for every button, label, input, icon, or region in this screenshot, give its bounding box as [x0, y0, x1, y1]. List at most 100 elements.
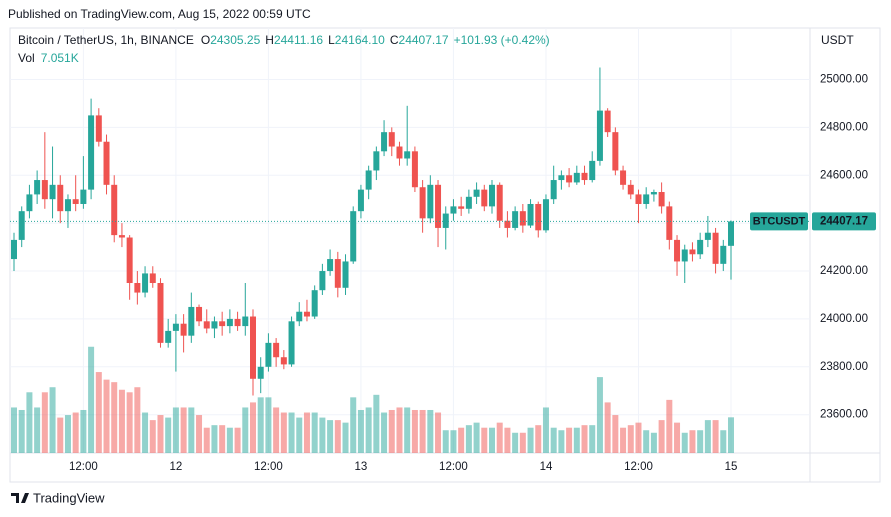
x-tick-label: 12:00 [624, 461, 653, 473]
legend-key: O [201, 33, 210, 47]
y-tick-label: 24800.00 [820, 121, 868, 133]
volume-bar [11, 407, 17, 453]
volume-legend: Vol 7.051K [18, 51, 79, 65]
candle-body [165, 330, 172, 343]
candle-body [303, 311, 310, 317]
candle-body [180, 323, 187, 336]
candle-body [327, 259, 334, 272]
volume-bar [566, 427, 573, 453]
candle-body [250, 316, 256, 379]
volume-bar [604, 402, 611, 453]
candle-body [411, 151, 418, 188]
volume-name: Vol [18, 51, 35, 65]
volume-bar [288, 412, 295, 453]
volume-bar [126, 392, 133, 453]
x-tick-label: 15 [725, 461, 738, 473]
x-tick-label: 14 [540, 461, 553, 473]
volume-bar [419, 409, 426, 453]
brand-name: TradingView [33, 490, 105, 505]
volume-bar [26, 392, 33, 453]
volume-bar [180, 407, 187, 453]
y-tick-label: 24000.00 [820, 313, 868, 325]
volume-bar [303, 412, 310, 453]
candle-body [481, 189, 488, 207]
candle-body [558, 175, 565, 181]
volume-bar [72, 412, 79, 453]
candle-body [604, 110, 611, 133]
y-axis-unit: USDT [821, 33, 854, 47]
volume-bar [219, 425, 226, 453]
candle-body [697, 239, 704, 255]
volume-bar [581, 425, 588, 453]
candle-body [658, 192, 665, 207]
candle-body [319, 271, 326, 291]
volume-bar [57, 417, 64, 453]
candle-body [226, 318, 233, 327]
candle-body [689, 249, 696, 255]
volume-bar [650, 432, 657, 453]
x-tick-label: 12:00 [254, 461, 283, 473]
candle-body [80, 189, 87, 204]
volume-bar [427, 409, 434, 453]
volume-bar [342, 422, 349, 453]
candle-body [512, 211, 519, 228]
candle-body [427, 184, 434, 219]
volume-bar [620, 427, 627, 453]
x-tick-label: 13 [355, 461, 368, 473]
price-tag-label: 24407.17 [820, 215, 868, 227]
volume-bar [396, 407, 403, 453]
candle-body [550, 180, 557, 200]
candle-body [257, 366, 264, 379]
volume-bar [157, 415, 164, 453]
candle-body [142, 273, 149, 293]
candle-body [388, 132, 395, 147]
candle-body [681, 249, 688, 262]
volume-bar [95, 372, 102, 453]
volume-bar [496, 422, 503, 453]
volume-bar [627, 425, 634, 453]
candle-body [203, 321, 210, 329]
candle-body [234, 318, 241, 327]
candle-body [627, 184, 634, 195]
candle-body [211, 321, 218, 329]
volume-bar [535, 425, 542, 453]
volume-bar [666, 399, 673, 453]
price-tag [812, 212, 876, 231]
legend-key: L [328, 33, 335, 47]
x-tick-label: 12:00 [69, 461, 98, 473]
axes: 23600.0023800.0024000.0024200.0024400.00… [69, 74, 868, 474]
candle-body [157, 283, 164, 343]
y-tick-label: 25000.00 [820, 74, 868, 86]
candle-body [450, 206, 457, 214]
volume-bar [681, 432, 688, 453]
volume-bar [196, 415, 203, 453]
candle-body [280, 357, 287, 365]
brand-logo [11, 493, 29, 503]
candle-body [149, 273, 156, 283]
x-tick-label: 12 [170, 461, 183, 473]
candle-body [419, 187, 426, 219]
volume-bar [527, 427, 534, 453]
candle-body [519, 211, 526, 226]
legend-change: +101.93 (+0.42%) [454, 33, 550, 47]
volume-bar [519, 432, 526, 453]
volume-bar [411, 409, 418, 453]
candle-body [118, 235, 125, 238]
volume-bar [165, 417, 172, 453]
candle-body [396, 146, 403, 159]
candle-body [126, 237, 133, 283]
volume-bar [88, 346, 95, 453]
candle-body [273, 342, 280, 358]
volume-bar [242, 407, 249, 453]
candle-body [219, 321, 226, 327]
candle-body [596, 110, 603, 161]
volume-bar [334, 420, 341, 453]
volume-bar [473, 422, 480, 453]
volume-bar [34, 407, 41, 453]
candle-body [72, 199, 79, 204]
candle-body [650, 192, 657, 195]
candle-body [88, 115, 95, 190]
volume-bar [643, 430, 650, 453]
candle-body [381, 132, 388, 152]
